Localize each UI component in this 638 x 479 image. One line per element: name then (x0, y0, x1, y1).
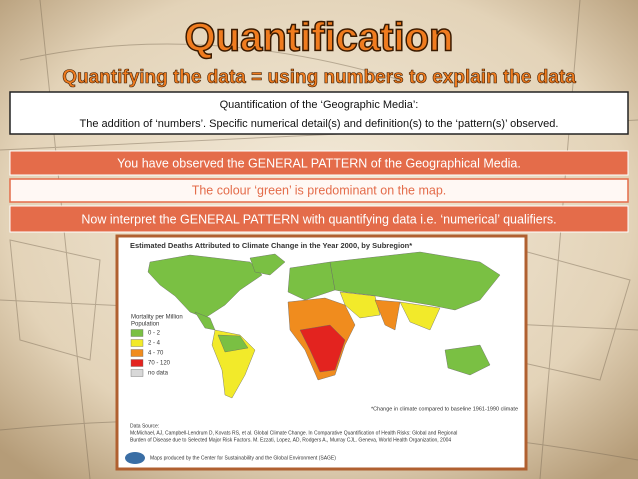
legend-swatch (130, 359, 144, 367)
legend-title: Mortality per Million (131, 315, 183, 321)
legend-swatch (130, 349, 144, 357)
banner-text: The colour ‘green’ is predominant on the… (192, 183, 447, 197)
sage-logo (125, 452, 145, 464)
banner (9, 150, 629, 176)
banner (9, 205, 629, 233)
source-line: McMichael, AJ, Campbell-Lendrum D, Kovat… (130, 430, 457, 436)
map-source: Data Source:McMichael, AJ, Campbell-Lend… (130, 423, 457, 443)
source-line: Burden of Disease due to Selected Major … (130, 437, 451, 443)
banner-text: You have observed the GENERAL PATTERN of… (117, 156, 521, 170)
legend-label: no data (148, 371, 169, 377)
legend-label: 4 - 70 (148, 351, 164, 357)
title: Quantification (185, 16, 454, 60)
legend-label: 0 - 2 (148, 331, 161, 337)
world-map (147, 251, 501, 399)
legend-title: Population (131, 322, 159, 328)
banner-text: Now interpret the GENERAL PATTERN with q… (81, 212, 556, 226)
legend-label: 2 - 4 (148, 341, 161, 347)
legend-swatch (130, 369, 144, 377)
legend-swatch (130, 339, 144, 347)
legend-label: 70 - 120 (148, 361, 171, 367)
banner (9, 178, 629, 203)
map-footnote: *Change in climate compared to baseline … (371, 406, 518, 412)
definition-text: The addition of ‘numbers’. Specific nume… (80, 118, 559, 130)
source-line: Data Source: (130, 423, 159, 429)
map-title: Estimated Deaths Attributed to Climate C… (130, 241, 412, 250)
map-credit: Maps produced by the Center for Sustaina… (150, 455, 336, 461)
legend-swatch (130, 329, 144, 337)
legend: 0 - 2 2 - 4 4 - 70 70 - 120 no data (130, 329, 171, 377)
definition-box (9, 91, 629, 135)
subtitle: Quantifying the data = using numbers to … (62, 67, 576, 88)
definition-heading: Quantification of the ‘Geographic Media’… (220, 99, 419, 111)
